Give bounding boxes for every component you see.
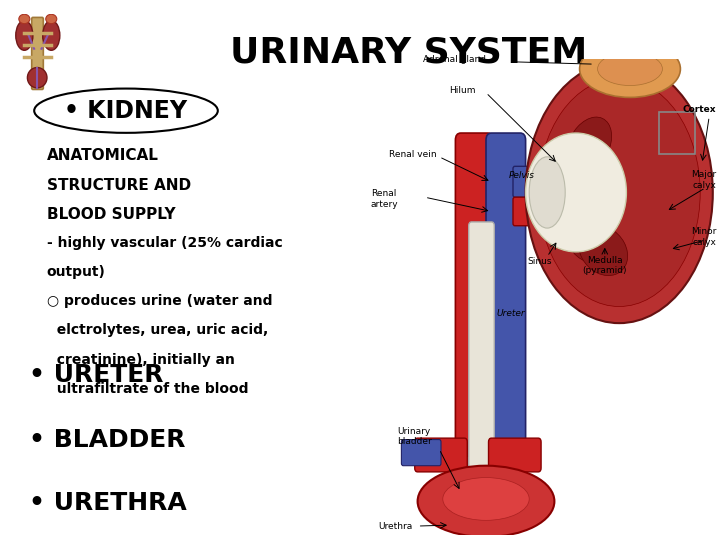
Ellipse shape: [526, 62, 713, 323]
Text: Major
calyx: Major calyx: [691, 170, 716, 190]
Ellipse shape: [42, 21, 60, 50]
Ellipse shape: [598, 52, 662, 85]
Ellipse shape: [557, 139, 594, 204]
Ellipse shape: [529, 157, 565, 228]
Ellipse shape: [555, 170, 591, 236]
Text: Adrenal gland: Adrenal gland: [423, 55, 486, 64]
Text: ○ produces urine (water and: ○ produces urine (water and: [47, 294, 272, 308]
Text: Hilum: Hilum: [449, 86, 475, 94]
FancyBboxPatch shape: [402, 440, 441, 465]
FancyBboxPatch shape: [513, 166, 571, 197]
FancyBboxPatch shape: [415, 438, 467, 472]
Text: Urinary
bladder: Urinary bladder: [397, 427, 431, 447]
Text: elctrolytes, urea, uric acid,: elctrolytes, urea, uric acid,: [47, 323, 268, 338]
Text: ANATOMICAL: ANATOMICAL: [47, 148, 158, 164]
Ellipse shape: [46, 14, 57, 24]
Text: - highly vascular (25% cardiac: - highly vascular (25% cardiac: [47, 236, 282, 250]
Text: • URETHRA: • URETHRA: [29, 491, 186, 515]
Ellipse shape: [567, 117, 611, 173]
Text: creatinine), initially an: creatinine), initially an: [47, 353, 235, 367]
Text: Renal vein: Renal vein: [389, 150, 436, 159]
Text: • BLADDER: • BLADDER: [29, 428, 185, 452]
Ellipse shape: [580, 40, 680, 97]
Text: STRUCTURE AND: STRUCTURE AND: [47, 178, 191, 193]
Text: Cortex: Cortex: [683, 105, 716, 114]
Ellipse shape: [16, 21, 33, 50]
Text: Ureter: Ureter: [497, 309, 526, 318]
Text: output): output): [47, 265, 106, 279]
Bar: [659, 112, 695, 154]
Ellipse shape: [526, 133, 626, 252]
Text: BLOOD SUPPLY: BLOOD SUPPLY: [47, 207, 176, 222]
FancyBboxPatch shape: [455, 133, 493, 456]
Ellipse shape: [562, 202, 605, 262]
Text: ultrafiltrate of the blood: ultrafiltrate of the blood: [47, 382, 248, 396]
FancyBboxPatch shape: [488, 438, 541, 472]
Ellipse shape: [19, 14, 30, 24]
Text: Pelvis: Pelvis: [509, 171, 535, 180]
Ellipse shape: [579, 225, 628, 275]
Ellipse shape: [539, 78, 701, 307]
Text: Medulla
(pyramid): Medulla (pyramid): [582, 256, 627, 275]
Text: URINARY SYSTEM: URINARY SYSTEM: [230, 35, 588, 69]
Text: Urethra: Urethra: [378, 522, 413, 531]
FancyBboxPatch shape: [486, 133, 526, 456]
FancyBboxPatch shape: [32, 17, 43, 90]
Text: • URETER: • URETER: [29, 363, 163, 387]
Text: Minor
calyx: Minor calyx: [691, 227, 716, 247]
Text: Sinus: Sinus: [528, 256, 552, 266]
FancyBboxPatch shape: [513, 197, 571, 226]
Ellipse shape: [443, 477, 529, 521]
Text: • KIDNEY: • KIDNEY: [64, 99, 188, 123]
Ellipse shape: [418, 465, 554, 537]
FancyBboxPatch shape: [469, 222, 494, 491]
Text: Renal
artery: Renal artery: [371, 190, 398, 209]
Ellipse shape: [27, 68, 47, 88]
